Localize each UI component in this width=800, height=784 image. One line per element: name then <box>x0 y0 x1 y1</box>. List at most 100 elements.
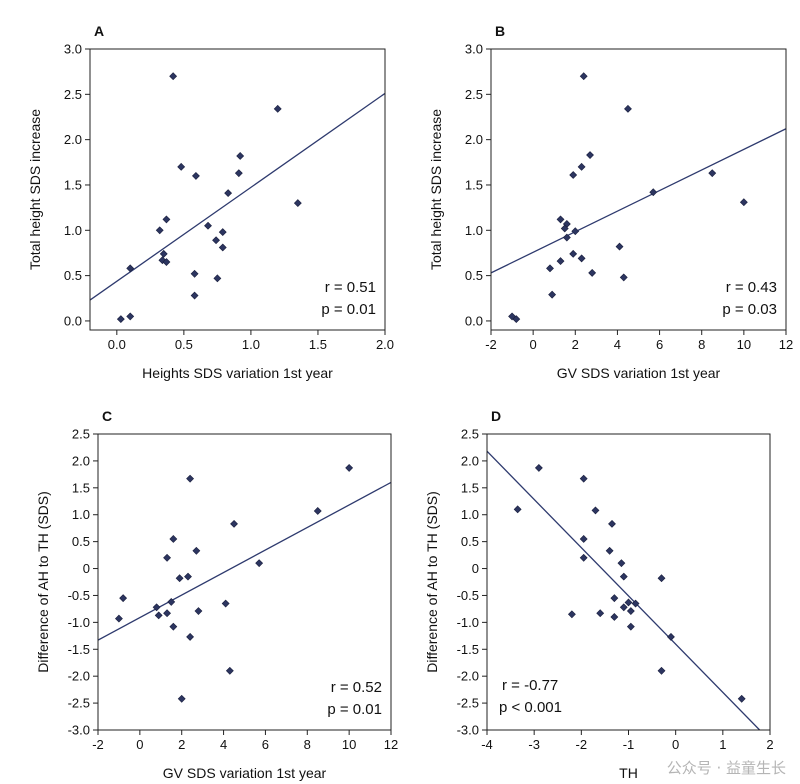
x-tick-label: -4 <box>481 737 493 752</box>
y-tick-label: 1.0 <box>72 507 90 522</box>
x-tick-label: 2.0 <box>376 337 394 352</box>
data-point <box>255 559 264 568</box>
data-point <box>212 236 220 245</box>
y-tick-label: 2.0 <box>465 132 483 147</box>
data-point <box>204 221 212 230</box>
y-tick-label: 1.5 <box>461 480 479 495</box>
data-point <box>610 613 619 621</box>
data-point <box>569 249 578 258</box>
r-value: r = 0.51 <box>325 279 376 296</box>
y-tick-label: 1.5 <box>465 177 483 192</box>
data-point <box>631 599 640 608</box>
y-tick-label: -1.0 <box>68 615 90 630</box>
y-axis-title: Total height SDS increase <box>27 109 43 270</box>
data-point <box>115 614 123 623</box>
data-point <box>293 199 302 208</box>
x-tick-label: 0 <box>136 737 143 752</box>
y-tick-label: 0.5 <box>64 268 82 283</box>
data-point <box>126 264 135 273</box>
x-tick-label: 1.0 <box>242 337 260 352</box>
data-point <box>190 269 199 278</box>
y-tick-label: -2.0 <box>457 669 479 684</box>
x-tick-label: 12 <box>779 337 793 352</box>
data-point <box>617 559 626 568</box>
y-tick-label: 1.5 <box>64 177 82 192</box>
data-point <box>596 609 605 618</box>
data-point <box>192 546 201 555</box>
data-point <box>591 506 600 515</box>
data-point <box>154 611 163 620</box>
data-point <box>218 243 227 252</box>
x-tick-label: 0.5 <box>175 337 193 352</box>
fit-line <box>491 128 786 274</box>
data-point <box>548 290 557 299</box>
y-axis-title: Total height SDS increase <box>428 109 444 270</box>
y-tick-label: -0.5 <box>68 588 90 603</box>
data-point <box>221 599 230 608</box>
data-point <box>571 227 580 236</box>
data-point <box>273 104 282 113</box>
y-tick-label: 1.0 <box>461 507 479 522</box>
y-tick-label: 2.5 <box>64 87 82 102</box>
data-point <box>345 463 354 472</box>
x-tick-label: 1 <box>719 737 726 752</box>
data-point <box>167 597 176 606</box>
data-point <box>579 535 588 543</box>
panel-d: D -4 -3 -2 -1 0 1 2 -3.0 -2.5 -2.0 -1.5 -1.0 -0.5 0 0.5… <box>424 408 774 781</box>
fit-line <box>487 450 761 730</box>
x-tick-label: 0 <box>530 337 537 352</box>
data-point <box>556 215 565 224</box>
data-point <box>186 632 195 641</box>
data-point <box>177 694 186 703</box>
x-tick-label: 2 <box>572 337 579 352</box>
data-point <box>562 233 571 242</box>
data-point <box>534 463 543 472</box>
data-point <box>163 609 171 618</box>
data-point <box>657 666 666 675</box>
y-tick-label: -3.0 <box>457 723 479 738</box>
data-point <box>186 474 195 483</box>
data-point <box>619 572 628 581</box>
data-point <box>626 622 635 631</box>
data-point <box>619 273 628 282</box>
data-point <box>184 572 192 581</box>
x-tick-label: 1.5 <box>309 337 327 352</box>
panel-b: B -2 0 2 4 6 8 10 12 0.0 0.5 1.0 1.5 2.0 2.5 3.0 GV SDS … <box>428 23 793 381</box>
data-point <box>737 694 746 703</box>
y-tick-label: 0.5 <box>461 534 479 549</box>
panel-label: C <box>102 408 112 424</box>
y-tick-label: -2.5 <box>457 696 479 711</box>
data-point <box>512 315 521 324</box>
x-tick-label: 4 <box>614 337 621 352</box>
y-tick-label: 1.0 <box>465 223 483 238</box>
data-point <box>234 169 243 178</box>
p-value: p = 0.03 <box>722 301 777 318</box>
data-point <box>218 228 227 237</box>
data-point <box>192 171 200 180</box>
y-tick-label: 2.0 <box>72 453 90 468</box>
data-point <box>556 257 565 266</box>
data-point <box>615 242 624 251</box>
data-point <box>169 622 178 631</box>
x-axis-title: GV SDS variation 1st year <box>557 365 721 381</box>
data-point <box>190 291 199 300</box>
panel-a: A 0.0 0.5 1.0 1.5 2.0 0.0 0.5 1.0 1.5 2.0 2.5 3.0 Hei… <box>27 23 394 381</box>
r-value: r = 0.43 <box>726 279 777 296</box>
data-point <box>624 598 633 607</box>
y-tick-label: 3.0 <box>465 42 483 57</box>
y-tick-label: -2.5 <box>68 696 90 711</box>
data-point <box>119 594 128 603</box>
data-point <box>586 151 594 159</box>
data-point <box>224 189 233 198</box>
data-point <box>605 546 614 555</box>
data-point <box>169 535 178 543</box>
data-point <box>225 666 234 675</box>
y-tick-label: 1.0 <box>64 223 82 238</box>
data-point <box>116 315 125 324</box>
p-value: p = 0.01 <box>327 701 382 718</box>
x-tick-label: 10 <box>737 337 751 352</box>
data-point <box>230 519 238 528</box>
y-tick-label: 2.5 <box>465 87 483 102</box>
fit-line <box>90 92 385 301</box>
y-tick-label: -0.5 <box>457 588 479 603</box>
